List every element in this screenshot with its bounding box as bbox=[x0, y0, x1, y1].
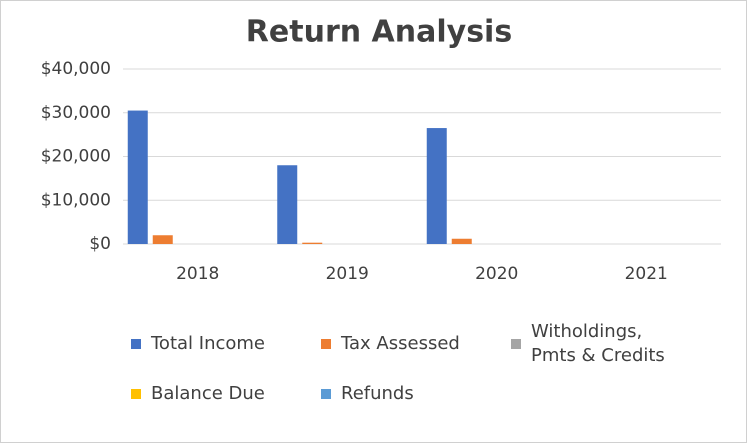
x-tick-label: 2020 bbox=[475, 264, 518, 284]
y-tick-label: $0 bbox=[89, 234, 111, 254]
y-tick-label: $30,000 bbox=[41, 103, 111, 123]
legend-swatch bbox=[321, 339, 331, 349]
legend-label: Refunds bbox=[341, 383, 414, 404]
y-tick-label: $20,000 bbox=[41, 147, 111, 167]
legend-swatch bbox=[131, 389, 141, 399]
bar bbox=[127, 110, 148, 244]
y-tick-label: $10,000 bbox=[41, 190, 111, 210]
legend-item: Refunds bbox=[321, 370, 501, 418]
legend-label: Total Income bbox=[151, 333, 265, 354]
legend-item: Tax Assessed bbox=[321, 320, 501, 368]
legend-swatch bbox=[511, 339, 521, 349]
x-tick-label: 2021 bbox=[625, 264, 668, 284]
bar bbox=[451, 238, 472, 244]
legend-item: Witholdings, Pmts & Credits bbox=[511, 320, 691, 368]
bar bbox=[426, 128, 447, 244]
x-tick-label: 2018 bbox=[176, 264, 219, 284]
chart-title: Return Analysis bbox=[246, 15, 512, 50]
legend-swatch bbox=[131, 339, 141, 349]
x-tick-label: 2019 bbox=[326, 264, 369, 284]
legend-label: Tax Assessed bbox=[341, 333, 460, 354]
legend-item: Balance Due bbox=[131, 370, 311, 418]
legend-label: Balance Due bbox=[151, 383, 265, 404]
legend-item: Total Income bbox=[131, 320, 311, 368]
bar bbox=[152, 235, 173, 244]
legend-swatch bbox=[321, 389, 331, 399]
bar bbox=[302, 242, 323, 244]
legend-label: Witholdings, Pmts & Credits bbox=[531, 321, 665, 366]
y-tick-label: $40,000 bbox=[41, 59, 111, 79]
bar bbox=[277, 165, 298, 244]
